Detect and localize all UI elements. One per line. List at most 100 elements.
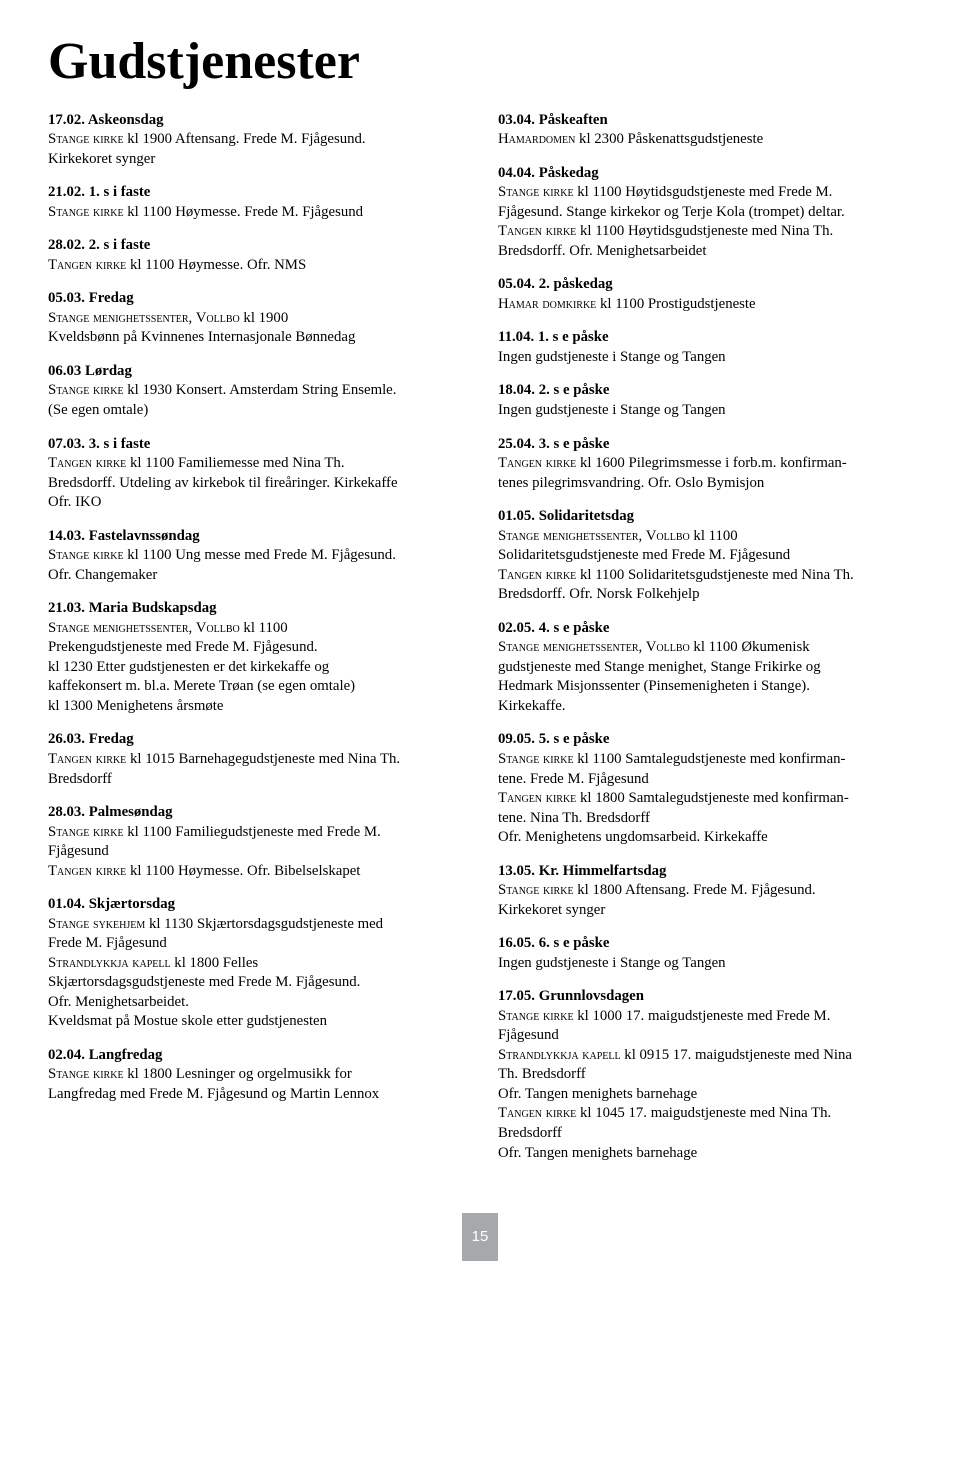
entry-line: Tangen kirke kl 1015 Barnehagegudstjenes… xyxy=(48,750,462,770)
entry-line: Th. Bredsdorff xyxy=(498,1065,912,1085)
service-entry: 06.03 LørdagStange kirke kl 1930 Konsert… xyxy=(48,362,462,421)
entry-line: kl 1300 Menighetens årsmøte xyxy=(48,697,462,717)
entry-line: Stange kirke kl 1100 Høymesse. Frede M. … xyxy=(48,203,462,223)
service-entry: 13.05. Kr. HimmelfartsdagStange kirke kl… xyxy=(498,862,912,921)
service-entry: 01.04. SkjærtorsdagStange sykehjem kl 11… xyxy=(48,895,462,1032)
entry-heading: 16.05. 6. s e påske xyxy=(498,934,912,954)
entry-heading: 02.04. Langfredag xyxy=(48,1046,462,1066)
entry-line: Fjågesund xyxy=(48,842,462,862)
entry-line: Stange kirke kl 1930 Konsert. Amsterdam … xyxy=(48,381,462,401)
entry-line: Ofr. Menighetsarbeidet. xyxy=(48,993,462,1013)
entry-heading: 02.05. 4. s e påske xyxy=(498,619,912,639)
entry-heading: 25.04. 3. s e påske xyxy=(498,435,912,455)
entry-line: Tangen kirke kl 1100 Høymesse. Ofr. NMS xyxy=(48,256,462,276)
page-title: Gudstjenester xyxy=(48,28,912,97)
service-entry: 05.04. 2. påskedagHamar domkirke kl 1100… xyxy=(498,275,912,314)
entry-line: Ofr. IKO xyxy=(48,493,462,513)
entry-line: Solidaritetsgudstjeneste med Frede M. Fj… xyxy=(498,546,912,566)
entry-line: Kirkekoret synger xyxy=(498,901,912,921)
service-entry: 25.04. 3. s e påskeTangen kirke kl 1600 … xyxy=(498,435,912,494)
entry-heading: 05.04. 2. påskedag xyxy=(498,275,912,295)
service-entry: 17.05. GrunnlovsdagenStange kirke kl 100… xyxy=(498,987,912,1163)
service-entry: 21.02. 1. s i fasteStange kirke kl 1100 … xyxy=(48,183,462,222)
service-entry: 07.03. 3. s i fasteTangen kirke kl 1100 … xyxy=(48,435,462,513)
entry-line: Ofr. Menighetens ungdomsarbeid. Kirkekaf… xyxy=(498,828,912,848)
entry-line: Kveldsbønn på Kvinnenes Internasjonale B… xyxy=(48,328,462,348)
service-entry: 01.05. SolidaritetsdagStange menighetsse… xyxy=(498,507,912,605)
service-entry: 17.02. AskeonsdagStange kirke kl 1900 Af… xyxy=(48,111,462,170)
entry-heading: 06.03 Lørdag xyxy=(48,362,462,382)
service-entry: 03.04. PåskeaftenHamardomen kl 2300 Påsk… xyxy=(498,111,912,150)
entry-heading: 26.03. Fredag xyxy=(48,730,462,750)
entry-line: Stange kirke kl 1100 Ung messe med Frede… xyxy=(48,546,462,566)
entry-heading: 01.05. Solidaritetsdag xyxy=(498,507,912,527)
entry-line: Bredsdorff xyxy=(48,770,462,790)
entry-line: Stange menighetssenter, Vollbo kl 1100 Ø… xyxy=(498,638,912,658)
entry-heading: 04.04. Påskedag xyxy=(498,164,912,184)
entry-line: Stange kirke kl 1100 Høytidsgudstjeneste… xyxy=(498,183,912,203)
entry-line: (Se egen omtale) xyxy=(48,401,462,421)
entry-line: Bredsdorff xyxy=(498,1124,912,1144)
entry-line: Hedmark Misjonssenter (Pinsemenigheten i… xyxy=(498,677,912,697)
left-column: 17.02. AskeonsdagStange kirke kl 1900 Af… xyxy=(48,111,462,1177)
service-entry: 16.05. 6. s e påskeIngen gudstjeneste i … xyxy=(498,934,912,973)
entry-heading: 17.02. Askeonsdag xyxy=(48,111,462,131)
entry-line: Tangen kirke kl 1045 17. maigudstjeneste… xyxy=(498,1104,912,1124)
entry-line: Bredsdorff. Ofr. Menighetsarbeidet xyxy=(498,242,912,262)
entry-line: Hamardomen kl 2300 Påskenattsgudstjenest… xyxy=(498,130,912,150)
entry-line: Stange menighetssenter, Vollbo kl 1100 xyxy=(498,527,912,547)
entry-line: Stange kirke kl 1100 Familiegudstjeneste… xyxy=(48,823,462,843)
service-entry: 04.04. PåskedagStange kirke kl 1100 Høyt… xyxy=(498,164,912,262)
entry-line: Ofr. Tangen menighets barnehage xyxy=(498,1144,912,1164)
entry-line: Stange menighetssenter, Vollbo kl 1900 xyxy=(48,309,462,329)
entry-line: Stange kirke kl 1800 Aftensang. Frede M.… xyxy=(498,881,912,901)
service-entry: 05.03. FredagStange menighetssenter, Vol… xyxy=(48,289,462,348)
page-number: 15 xyxy=(462,1213,498,1261)
entry-line: Strandlykkja kapell kl 0915 17. maigudst… xyxy=(498,1046,912,1066)
entry-heading: 13.05. Kr. Himmelfartsdag xyxy=(498,862,912,882)
entry-heading: 14.03. Fastelavnssøndag xyxy=(48,527,462,547)
entry-heading: 28.03. Palmesøndag xyxy=(48,803,462,823)
entry-line: Strandlykkja kapell kl 1800 Felles xyxy=(48,954,462,974)
entry-line: Tangen kirke kl 1800 Samtalegudstjeneste… xyxy=(498,789,912,809)
entry-line: Tangen kirke kl 1100 Solidaritetsgudstje… xyxy=(498,566,912,586)
entry-line: Ofr. Tangen menighets barnehage xyxy=(498,1085,912,1105)
entry-line: Tangen kirke kl 1100 Høytidsgudstjeneste… xyxy=(498,222,912,242)
entry-line: Stange kirke kl 1100 Samtalegudstjeneste… xyxy=(498,750,912,770)
service-entry: 21.03. Maria BudskapsdagStange menighets… xyxy=(48,599,462,716)
entry-heading: 05.03. Fredag xyxy=(48,289,462,309)
entry-line: Ingen gudstjeneste i Stange og Tangen xyxy=(498,954,912,974)
entry-line: Kirkekoret synger xyxy=(48,150,462,170)
service-entry: 02.05. 4. s e påskeStange menighetssente… xyxy=(498,619,912,717)
service-entry: 28.03. PalmesøndagStange kirke kl 1100 F… xyxy=(48,803,462,881)
entry-heading: 01.04. Skjærtorsdag xyxy=(48,895,462,915)
entry-heading: 17.05. Grunnlovsdagen xyxy=(498,987,912,1007)
entry-line: Stange menighetssenter, Vollbo kl 1100 xyxy=(48,619,462,639)
entry-heading: 18.04. 2. s e påske xyxy=(498,381,912,401)
service-entry: 26.03. FredagTangen kirke kl 1015 Barneh… xyxy=(48,730,462,789)
service-entry: 11.04. 1. s e påskeIngen gudstjeneste i … xyxy=(498,328,912,367)
entry-line: Stange kirke kl 1900 Aftensang. Frede M.… xyxy=(48,130,462,150)
entry-heading: 09.05. 5. s e påske xyxy=(498,730,912,750)
entry-line: Fjågesund. Stange kirkekor og Terje Kola… xyxy=(498,203,912,223)
entry-heading: 21.03. Maria Budskapsdag xyxy=(48,599,462,619)
content-columns: 17.02. AskeonsdagStange kirke kl 1900 Af… xyxy=(48,111,912,1177)
entry-line: Bredsdorff. Utdeling av kirkebok til fir… xyxy=(48,474,462,494)
entry-line: Langfredag med Frede M. Fjågesund og Mar… xyxy=(48,1085,462,1105)
entry-line: Kveldsmat på Mostue skole etter gudstjen… xyxy=(48,1012,462,1032)
right-column: 03.04. PåskeaftenHamardomen kl 2300 Påsk… xyxy=(498,111,912,1177)
entry-heading: 07.03. 3. s i faste xyxy=(48,435,462,455)
entry-line: Frede M. Fjågesund xyxy=(48,934,462,954)
entry-line: Tangen kirke kl 1100 Høymesse. Ofr. Bibe… xyxy=(48,862,462,882)
entry-line: Kirkekaffe. xyxy=(498,697,912,717)
page-number-container: 15 xyxy=(48,1213,912,1261)
entry-line: Stange kirke kl 1800 Lesninger og orgelm… xyxy=(48,1065,462,1085)
entry-line: Ingen gudstjeneste i Stange og Tangen xyxy=(498,401,912,421)
entry-line: kl 1230 Etter gudstjenesten er det kirke… xyxy=(48,658,462,678)
entry-line: Prekengudstjeneste med Frede M. Fjågesun… xyxy=(48,638,462,658)
entry-line: Stange sykehjem kl 1130 Skjærtorsdagsgud… xyxy=(48,915,462,935)
entry-line: Bredsdorff. Ofr. Norsk Folkehjelp xyxy=(498,585,912,605)
entry-line: kaffekonsert m. bl.a. Merete Trøan (se e… xyxy=(48,677,462,697)
entry-line: tene. Frede M. Fjågesund xyxy=(498,770,912,790)
entry-line: tenes pilegrimsvandring. Ofr. Oslo Bymis… xyxy=(498,474,912,494)
